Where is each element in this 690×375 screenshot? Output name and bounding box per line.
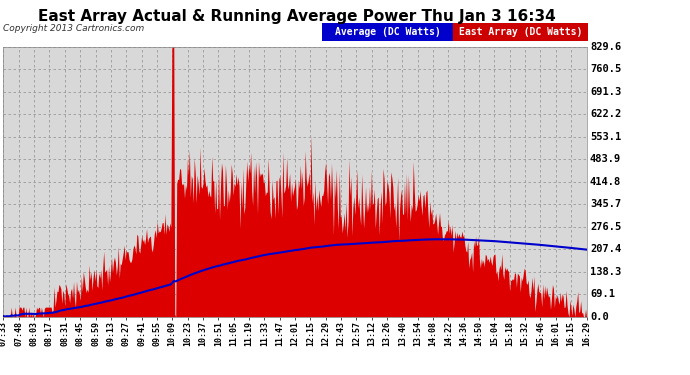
Text: 483.9: 483.9 [590,154,621,164]
Text: 345.7: 345.7 [590,200,621,209]
Text: 553.1: 553.1 [590,132,621,142]
Text: 69.1: 69.1 [590,290,615,299]
Text: East Array Actual & Running Average Power Thu Jan 3 16:34: East Array Actual & Running Average Powe… [38,9,555,24]
Text: East Array (DC Watts): East Array (DC Watts) [459,27,582,37]
Text: 276.5: 276.5 [590,222,621,232]
Text: Copyright 2013 Cartronics.com: Copyright 2013 Cartronics.com [3,24,145,33]
Text: 691.3: 691.3 [590,87,621,97]
Text: 207.4: 207.4 [590,244,621,254]
Text: 760.5: 760.5 [590,64,621,74]
Bar [453,23,588,41]
Text: 829.6: 829.6 [590,42,621,52]
Text: Average (DC Watts): Average (DC Watts) [335,27,441,37]
Text: 414.8: 414.8 [590,177,621,187]
Text: 138.3: 138.3 [590,267,621,277]
Text: 0.0: 0.0 [590,312,609,322]
Text: 622.2: 622.2 [590,110,621,119]
Bar [322,23,453,41]
